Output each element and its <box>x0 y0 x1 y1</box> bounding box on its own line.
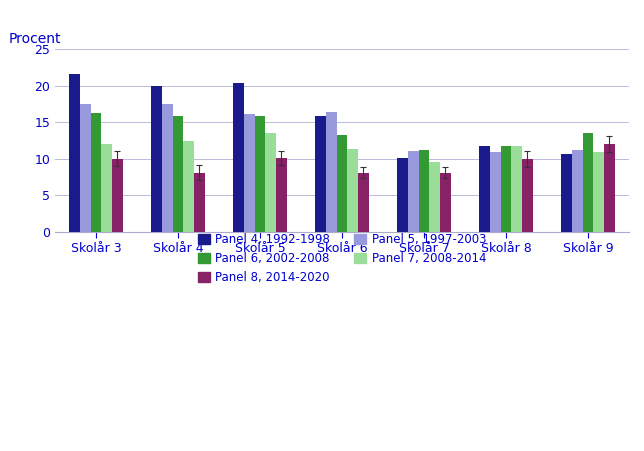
Bar <box>490 152 500 231</box>
Bar <box>572 150 583 231</box>
Bar <box>522 159 533 231</box>
Bar <box>151 86 162 231</box>
Bar <box>397 158 408 231</box>
Bar <box>91 113 101 231</box>
Bar <box>173 116 184 231</box>
Bar <box>500 146 511 231</box>
Bar <box>80 104 91 231</box>
Bar <box>316 116 326 231</box>
Bar <box>358 173 368 231</box>
Bar <box>479 146 490 231</box>
Bar <box>347 149 358 231</box>
Bar <box>265 133 276 231</box>
Bar <box>408 151 419 231</box>
Bar <box>430 162 440 231</box>
Legend: Panel 4, 1992-1998, Panel 6, 2002-2008, Panel 8, 2014-2020, Panel 5, 1997-2003, : Panel 4, 1992-1998, Panel 6, 2002-2008, … <box>198 233 486 284</box>
Bar <box>254 116 265 231</box>
Bar <box>337 135 347 231</box>
Bar <box>101 144 112 231</box>
Bar <box>604 144 614 231</box>
Bar <box>440 173 451 231</box>
Bar <box>562 154 572 231</box>
Bar <box>511 146 522 231</box>
Text: Procent: Procent <box>9 32 62 46</box>
Bar <box>276 158 287 231</box>
Bar <box>244 114 254 231</box>
Bar <box>70 74 80 231</box>
Bar <box>583 133 593 231</box>
Bar <box>112 159 122 231</box>
Bar <box>593 152 604 231</box>
Bar <box>419 150 430 231</box>
Bar <box>233 83 244 231</box>
Bar <box>184 141 194 231</box>
Bar <box>326 112 337 231</box>
Bar <box>194 173 205 231</box>
Bar <box>162 104 173 231</box>
